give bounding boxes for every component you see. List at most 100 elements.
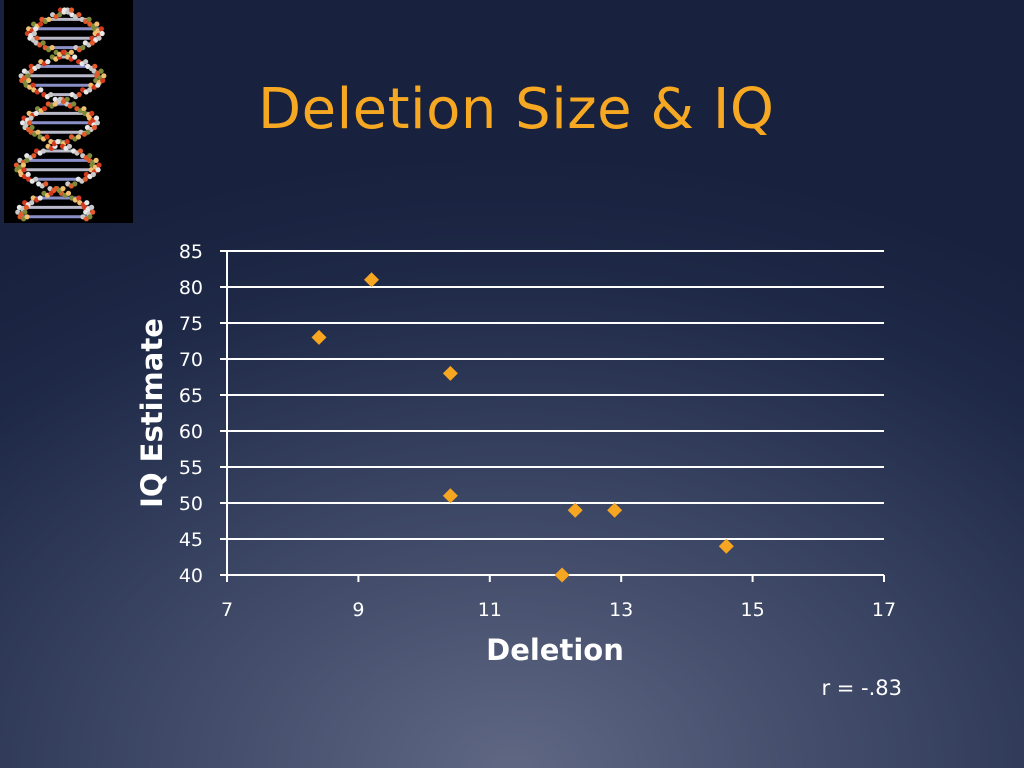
dna-atom	[38, 21, 44, 27]
dna-atom	[90, 209, 96, 215]
dna-atom	[25, 171, 31, 178]
dna-atom	[64, 96, 70, 102]
dna-atom	[48, 190, 54, 196]
dna-atom	[96, 162, 102, 168]
x-tick-label: 15	[741, 599, 765, 621]
y-tick-labels: 40 45 50 55 60 65 70 75 80 85	[179, 241, 203, 587]
dna-atom	[95, 82, 101, 88]
dna-atom	[23, 204, 29, 210]
dna-atom	[77, 148, 84, 154]
dna-atom	[20, 162, 27, 168]
dna-atom	[98, 68, 104, 74]
dna-atom	[37, 195, 43, 201]
dna-atom	[98, 26, 104, 32]
gridlines	[227, 250, 884, 540]
y-tick-label: 75	[179, 313, 203, 335]
axes	[220, 250, 885, 582]
dna-atom	[71, 101, 77, 107]
dna-atom	[52, 101, 58, 107]
dna-atom	[87, 153, 93, 159]
dna-atom	[30, 82, 36, 88]
dna-atom	[87, 87, 93, 93]
dna-atom	[35, 63, 41, 69]
data-point	[442, 488, 458, 504]
x-axis-title: Deletion	[486, 633, 624, 667]
dna-atom	[33, 26, 39, 32]
dna-atom	[25, 73, 31, 79]
dna-atom	[44, 134, 50, 140]
x-tick-labels: 7 9 11 13 15 17	[221, 599, 896, 621]
dna-atom	[75, 134, 82, 140]
y-tick-label: 65	[179, 385, 203, 407]
dna-atom	[94, 21, 100, 27]
dna-atom	[93, 157, 99, 163]
dna-atom	[41, 106, 48, 112]
dna-atom	[26, 120, 33, 126]
y-tick-label: 85	[179, 241, 203, 263]
data-point	[718, 538, 734, 554]
y-axis-title: IQ Estimate	[135, 318, 169, 508]
dna-atom	[86, 16, 92, 22]
dna-atom	[76, 195, 82, 201]
x-tick-label: 9	[352, 599, 364, 621]
dna-atom	[64, 139, 70, 145]
data-point	[364, 272, 380, 288]
y-tick-label: 50	[179, 493, 203, 515]
x-tick-label: 7	[221, 599, 233, 621]
dna-atom	[31, 30, 37, 37]
dna-atom	[29, 124, 35, 131]
dna-atom	[82, 176, 88, 182]
dna-atom	[80, 45, 86, 51]
dna-atom	[29, 200, 35, 206]
dna-atom	[48, 92, 54, 98]
dna-atom	[66, 143, 73, 149]
dna-atom	[46, 16, 52, 22]
dna-atom	[56, 12, 63, 18]
dna-atom	[83, 59, 89, 65]
dna-atom	[72, 54, 78, 60]
dna-atom	[43, 181, 49, 187]
dna-atom	[22, 209, 28, 215]
dna-atom	[89, 40, 95, 46]
dna-atom	[101, 73, 107, 79]
data-point	[311, 329, 327, 345]
dna-atom	[96, 35, 102, 41]
dna-atom	[49, 45, 55, 51]
dna-atom	[89, 110, 95, 116]
dna-atom	[28, 68, 35, 74]
dna-atom	[21, 167, 27, 173]
x-tick-label: 11	[478, 599, 502, 621]
dna-atom	[87, 214, 93, 220]
y-tick-label: 80	[179, 277, 203, 299]
dna-atom	[24, 214, 30, 220]
dna-atom	[76, 92, 82, 98]
x-tick-label: 13	[609, 599, 633, 621]
dna-atom	[68, 7, 75, 13]
dna-atom	[100, 77, 106, 84]
slide-title: Deletion Size & IQ	[258, 77, 775, 142]
dna-atom	[85, 129, 91, 135]
dna-atom	[60, 49, 66, 55]
dna-atom	[81, 106, 87, 112]
dna-atom	[72, 181, 78, 187]
dna-atom	[45, 59, 51, 65]
dna-atom	[84, 200, 90, 206]
data-point	[607, 502, 623, 518]
dna-helix-picture	[4, 0, 133, 223]
dna-atom	[68, 49, 74, 55]
dna-atom	[28, 115, 34, 121]
dna-atom	[76, 12, 82, 18]
dna-atom	[91, 124, 98, 131]
dna-atom	[33, 176, 39, 182]
dna-atom	[40, 40, 46, 46]
dna-atom	[26, 77, 32, 84]
dna-atom	[99, 30, 105, 37]
dna-atom	[94, 120, 101, 126]
dna-atom	[89, 204, 95, 210]
dna-atom	[35, 129, 41, 135]
dna-atom	[34, 35, 40, 41]
y-tick-label: 60	[179, 421, 203, 443]
y-tick-label: 55	[179, 457, 203, 479]
dna-atom	[38, 87, 44, 93]
